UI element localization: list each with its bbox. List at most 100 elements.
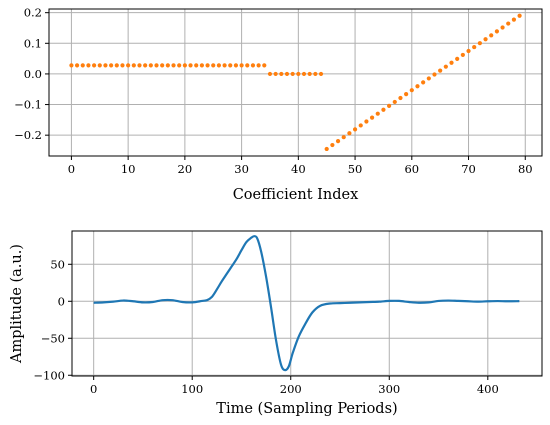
coefficient-point <box>284 71 290 77</box>
y-tick-label: 0.2 <box>24 6 42 20</box>
coefficient-point <box>432 72 437 77</box>
coefficient-point <box>233 63 239 68</box>
coefficient-point <box>489 33 494 38</box>
coefficient-point <box>273 71 278 77</box>
waveform-y-axis-label: Amplitude (a.u.) <box>9 244 25 364</box>
coefficient-point <box>165 63 170 68</box>
coefficient-y-ticks: −0.2 −0.1 0.0 0.1 0.2 <box>14 6 49 142</box>
coefficient-point <box>409 88 414 93</box>
coefficient-point <box>369 115 375 120</box>
y-tick-label: −0.1 <box>14 98 42 112</box>
x-tick-label: 300 <box>378 382 400 396</box>
coefficient-point <box>211 63 216 68</box>
coefficient-point <box>97 63 102 68</box>
coefficient-point <box>438 68 443 73</box>
coefficient-point <box>256 63 261 68</box>
coefficient-point <box>131 63 136 68</box>
coefficient-point <box>477 41 482 46</box>
waveform-plot-frame <box>71 230 543 377</box>
coefficient-point <box>205 63 210 68</box>
coefficient-point <box>171 63 176 68</box>
y-tick-label: 0.0 <box>24 67 42 81</box>
coefficient-point <box>301 71 307 77</box>
coefficient-point <box>358 123 363 128</box>
coefficient-point <box>307 71 312 77</box>
coefficient-point <box>137 63 142 68</box>
coefficient-point <box>506 21 511 26</box>
coefficient-point <box>426 76 431 81</box>
coefficient-point <box>114 63 119 68</box>
x-tick-label: 10 <box>121 162 136 176</box>
coefficient-grid <box>49 9 542 156</box>
coefficient-point <box>398 95 403 101</box>
coefficient-point <box>387 103 392 108</box>
coefficient-point <box>109 63 114 68</box>
coefficient-markers <box>69 13 522 152</box>
coefficient-point <box>92 63 97 68</box>
coefficient-point <box>494 29 499 34</box>
coefficient-point <box>466 48 471 54</box>
y-tick-label: −50 <box>41 331 65 345</box>
waveform-x-axis-label: Time (Sampling Periods) <box>216 401 397 417</box>
coefficient-point <box>154 63 159 68</box>
coefficient-point <box>74 63 80 68</box>
coefficient-point <box>182 63 187 68</box>
y-tick-label: 0 <box>58 294 65 308</box>
waveform-x-ticks: 0 100 200 300 400 <box>90 376 499 396</box>
waveform-series <box>93 235 520 372</box>
coefficient-point <box>148 63 153 68</box>
x-tick-label: 0 <box>90 382 97 396</box>
x-tick-label: 80 <box>518 162 533 176</box>
coefficient-point <box>352 127 358 132</box>
coefficient-point <box>415 84 420 89</box>
coefficient-point <box>239 63 244 68</box>
coefficient-point <box>392 99 397 105</box>
coefficient-point <box>364 119 369 124</box>
coefficient-point <box>80 63 85 68</box>
coefficient-point <box>460 52 465 58</box>
coefficient-point <box>335 139 341 144</box>
coefficient-point <box>188 63 193 68</box>
coefficient-point <box>517 13 522 18</box>
coefficient-point <box>250 63 256 68</box>
coefficient-point <box>267 71 273 77</box>
x-tick-label: 30 <box>234 162 249 176</box>
y-tick-label: −0.2 <box>14 128 42 142</box>
coefficient-point <box>69 63 74 68</box>
coefficient-point <box>443 64 448 69</box>
coefficient-point <box>199 63 204 68</box>
coefficient-point <box>449 60 454 65</box>
coefficient-point <box>103 63 108 68</box>
coefficient-plot-frame <box>48 8 543 157</box>
waveform-line <box>93 235 520 372</box>
waveform-grid <box>72 231 542 376</box>
coefficient-point <box>228 63 233 68</box>
x-tick-label: 40 <box>291 162 306 176</box>
coefficient-point <box>160 63 165 68</box>
coefficient-point <box>381 107 386 112</box>
coefficient-point <box>262 63 267 68</box>
coefficient-point <box>120 63 125 68</box>
waveform-y-ticks: −100 −50 0 50 <box>33 257 72 382</box>
x-tick-label: 50 <box>348 162 363 176</box>
coefficient-point <box>330 142 335 148</box>
coefficient-point <box>421 80 426 85</box>
y-tick-label: 0.1 <box>24 36 42 50</box>
coefficient-x-ticks: 0 10 20 30 40 50 60 70 80 <box>68 156 533 176</box>
coefficient-plot: 0 10 20 30 40 50 60 70 80 −0.2 −0.1 0.0 0.1 0.2 Coef… <box>14 6 543 203</box>
coefficient-point <box>483 37 488 42</box>
y-tick-label: −100 <box>33 368 65 382</box>
coefficient-point <box>290 71 295 77</box>
x-tick-label: 70 <box>461 162 476 176</box>
waveform-plot: 0 100 200 300 400 −100 −50 0 50 Time (Sampling … <box>9 230 543 417</box>
coefficient-point <box>347 131 352 136</box>
coefficient-point <box>318 71 324 77</box>
coefficient-point <box>455 56 460 61</box>
coefficient-point <box>222 63 227 68</box>
x-tick-label: 400 <box>477 382 499 396</box>
coefficient-x-axis-label: Coefficient Index <box>233 187 359 203</box>
coefficient-point <box>500 25 505 30</box>
x-tick-label: 100 <box>181 382 203 396</box>
coefficient-point <box>177 63 182 68</box>
